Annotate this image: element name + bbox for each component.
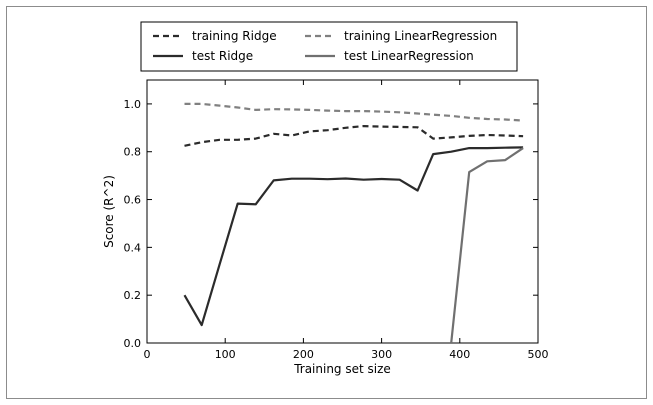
axes-layer: 0 100 200 300 400 500 0.0 0.2 0.4 0.6 0.8 1.0 xyxy=(124,80,549,361)
series-line-training-linearregression xyxy=(184,102,524,122)
y-tick-label: 0.4 xyxy=(124,241,142,254)
x-tick-label: 200 xyxy=(293,348,314,361)
plot-area xyxy=(146,79,539,344)
series-line-training-ridge xyxy=(184,124,524,147)
x-tick-label: 100 xyxy=(215,348,236,361)
y-tick-label: 0.2 xyxy=(124,289,142,302)
x-tick-label: 0 xyxy=(144,348,151,361)
figure-frame: training Ridge training LinearRegression t… xyxy=(6,6,647,399)
legend-box xyxy=(140,21,518,72)
series-line-test-ridge xyxy=(183,146,524,327)
series-line-test-linearregression xyxy=(450,147,524,343)
legend-label: training LinearRegression xyxy=(344,29,497,43)
y-axis-label: Score (R^2) xyxy=(102,175,116,248)
x-axis-label: Training set size xyxy=(293,362,391,376)
x-tick-label: 500 xyxy=(528,348,549,361)
plot-frame xyxy=(146,79,539,344)
y-tick-label: 1.0 xyxy=(124,98,142,111)
line-chart: training Ridge training LinearRegression t… xyxy=(102,21,549,376)
legend-label: test LinearRegression xyxy=(344,49,474,63)
y-tick-label: 0.0 xyxy=(124,337,142,350)
series-layer xyxy=(183,102,524,343)
x-tick-label: 400 xyxy=(449,348,470,361)
x-tick-label: 300 xyxy=(371,348,392,361)
y-tick-label: 0.8 xyxy=(124,146,142,159)
legend-label: test Ridge xyxy=(192,49,253,63)
legend: training Ridge training LinearRegression t… xyxy=(140,21,518,72)
y-tick-label: 0.6 xyxy=(124,194,142,207)
legend-label: training Ridge xyxy=(192,29,277,43)
